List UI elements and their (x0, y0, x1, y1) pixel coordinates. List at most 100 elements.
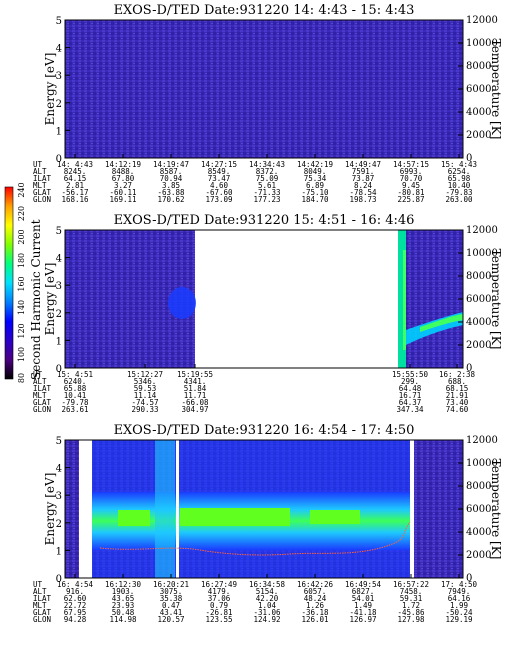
panel-2-ylabel: Energy [eV] (43, 263, 57, 336)
orbit-cell: 1.99 (450, 601, 468, 610)
orbit-cell: 129.19 (445, 615, 472, 624)
y2-tick-label: 10000 (466, 458, 498, 469)
orbit-cell: -26.81 (205, 608, 232, 617)
orbit-cell: 62.60 (64, 594, 87, 603)
orbit-cell: 9.45 (402, 181, 420, 190)
orbit-cell: -50.24 (445, 608, 473, 617)
orbit-cell: 14:19:47 (153, 160, 189, 169)
orbit-cell: 64.16 (448, 594, 471, 603)
orbit-row-label: ALT (33, 167, 47, 176)
y2-tick-label: 6000 (466, 294, 491, 305)
orbit-cell: -79.78 (61, 398, 89, 407)
orbit-cell: 2.81 (66, 181, 84, 190)
orbit-cell: 6254. (448, 167, 471, 176)
orbit-cell: 54.01 (352, 594, 375, 603)
panel-1-ylabel: Energy [eV] (43, 53, 57, 126)
orbit-cell: 70.70 (400, 174, 423, 183)
orbit-cell: 59.31 (400, 594, 423, 603)
y2-tick-label: 12000 (466, 435, 498, 446)
orbit-cell: 16:12:30 (105, 580, 142, 589)
orbit-cell: 124.92 (253, 615, 280, 624)
orbit-cell: 170.62 (157, 195, 184, 204)
y2-tick-label: 12000 (466, 225, 498, 236)
orbit-cell: -67.60 (205, 188, 233, 197)
orbit-cell: 8372. (256, 167, 279, 176)
y2-tick-label: 8000 (466, 271, 491, 282)
orbit-cell: 14:49:47 (345, 160, 381, 169)
orbit-cell: 65.88 (64, 384, 87, 393)
orbit-cell: 6.89 (306, 181, 324, 190)
orbit-cell: 35.38 (160, 594, 183, 603)
y2-tick-label: 12000 (466, 15, 498, 26)
orbit-cell: -71.33 (253, 188, 280, 197)
colorbar-tick-label: 200 (17, 229, 26, 244)
orbit-cell: 74.60 (446, 405, 469, 414)
orbit-row-label: ILAT (33, 594, 52, 603)
orbit-cell: 169.11 (109, 195, 136, 204)
y2-tick-label: 2000 (466, 130, 491, 141)
orbit-cell: 4.60 (210, 181, 229, 190)
colorbar-tick-label: 220 (17, 206, 26, 221)
orbit-cell: 73.87 (352, 174, 375, 183)
orbit-cell: 123.55 (205, 615, 232, 624)
orbit-cell: 263.61 (61, 405, 88, 414)
orbit-cell: 14:34:43 (249, 160, 285, 169)
orbit-cell: 50.48 (112, 608, 135, 617)
orbit-cell: 6993. (400, 167, 423, 176)
orbit-cell: 15:19:55 (177, 370, 213, 379)
orbit-cell: 6240. (64, 377, 87, 386)
orbit-cell: 64.15 (64, 174, 87, 183)
orbit-cell: 14:42:19 (297, 160, 333, 169)
y2-tick-label: 10000 (466, 248, 498, 259)
orbit-cell: 14:57:15 (393, 160, 429, 169)
orbit-row-label: ILAT (33, 174, 52, 183)
panel-3-ylabel: Energy [eV] (43, 473, 57, 546)
orbit-cell: -36.18 (301, 608, 329, 617)
orbit-cell: 5154. (256, 587, 279, 596)
y-tick-label: 0 (56, 574, 62, 585)
orbit-cell: 70.94 (160, 174, 183, 183)
orbit-cell: 299. (401, 377, 419, 386)
orbit-cell: 347.34 (396, 405, 424, 414)
orbit-cell: 16:27:49 (201, 580, 237, 589)
orbit-cell: 48.24 (304, 594, 327, 603)
orbit-cell: 15: 4:43 (441, 160, 477, 169)
orbit-row-label: ILAT (33, 384, 52, 393)
orbit-cell: 16:34:58 (249, 580, 286, 589)
orbit-cell: 75.09 (256, 174, 279, 183)
colorbar: 240 220 200 180 160 140 120 100 80 Second Harmon… (4, 182, 43, 383)
orbit-cell: 16:49:54 (345, 580, 382, 589)
y2-tick-label: 8000 (466, 61, 491, 72)
colorbar-tick-label: 100 (17, 347, 26, 362)
orbit-cell: 10.41 (64, 391, 87, 400)
panel-1-plot (65, 20, 463, 158)
orbit-cell: 127.98 (397, 615, 425, 624)
orbit-row-label: GLON (33, 405, 51, 414)
y2-tick-label: 6000 (466, 84, 491, 95)
orbit-cell: 16.71 (399, 391, 422, 400)
orbit-cell: 15: 4:51 (57, 370, 93, 379)
y2-tick-label: 0 (466, 573, 472, 584)
orbit-row-label: GLAT (33, 398, 52, 407)
colorbar-tick-label: 160 (17, 276, 26, 291)
orbit-row-label: ALT (33, 377, 47, 386)
orbit-cell: 15:55:50 (392, 370, 429, 379)
orbit-cell: 67.95 (64, 608, 87, 617)
panel-2: EXOS-D/TED Date:931220 15: 4:51 - 16: 4:… (33, 213, 503, 414)
y2-tick-label: 0 (466, 363, 472, 374)
orbit-cell: 11.71 (184, 391, 207, 400)
colorbar-tick-label: 140 (17, 300, 26, 315)
orbit-cell: 64.48 (399, 384, 422, 393)
orbit-cell: 16: 2:38 (439, 370, 476, 379)
orbit-cell: 7949. (448, 587, 471, 596)
orbit-cell: 65.98 (448, 174, 471, 183)
orbit-cell: 1903. (112, 587, 135, 596)
orbit-cell: 126.97 (349, 615, 376, 624)
y2-tick-label: 4000 (466, 317, 491, 328)
y2-tick-label: 0 (466, 153, 472, 164)
orbit-cell: 15:12:27 (127, 370, 163, 379)
orbit-cell: 42.20 (256, 594, 279, 603)
orbit-cell: 51.84 (184, 384, 207, 393)
panel-1-y2label: Temperature [K] (489, 39, 503, 140)
orbit-cell: 916. (66, 587, 84, 596)
